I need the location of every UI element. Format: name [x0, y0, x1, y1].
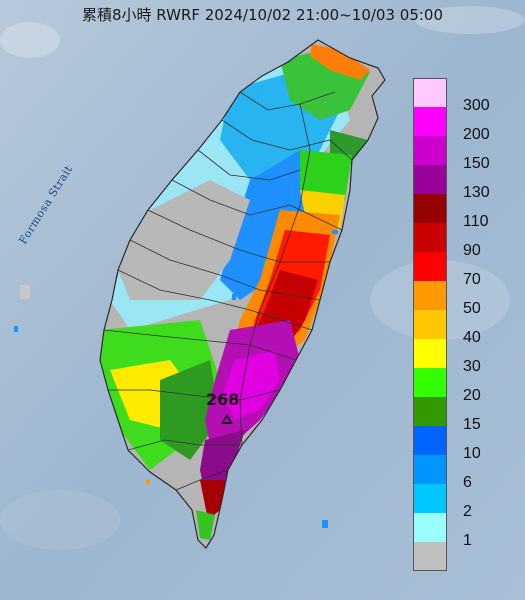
max-rainfall-value: 268 — [206, 390, 240, 409]
legend-row: 50 — [413, 281, 523, 317]
legend-row: 20 — [413, 368, 523, 404]
legend-label: 10 — [463, 445, 481, 462]
legend-swatch — [413, 223, 447, 252]
legend-label: 90 — [463, 242, 481, 259]
legend-label: 300 — [463, 97, 490, 114]
legend-row: 40 — [413, 310, 523, 346]
legend-swatch — [413, 252, 447, 281]
legend-row: 1 — [413, 513, 523, 549]
legend-swatch — [413, 78, 447, 107]
legend-row — [413, 542, 523, 571]
legend-swatch — [413, 368, 447, 397]
legend-swatch — [413, 194, 447, 223]
rainfall-legend: 300 200 150 130 110 90 70 50 40 30 20 15 10 6 2 1 — [413, 78, 523, 571]
legend-swatch — [413, 165, 447, 194]
legend-row: 150 — [413, 136, 523, 172]
legend-label: 15 — [463, 416, 481, 433]
legend-swatch — [413, 426, 447, 455]
legend-swatch — [413, 397, 447, 426]
max-rainfall-marker-icon — [221, 414, 233, 424]
legend-row: 90 — [413, 223, 523, 259]
legend-swatch — [413, 513, 447, 542]
legend-label: 200 — [463, 126, 490, 143]
legend-label: 20 — [463, 387, 481, 404]
legend-swatch — [413, 281, 447, 310]
legend-swatch — [413, 107, 447, 136]
county-boundaries — [103, 91, 353, 491]
legend-label: 130 — [463, 184, 490, 201]
legend-label: 2 — [463, 503, 472, 520]
legend-swatch — [413, 136, 447, 165]
legend-label: 6 — [463, 474, 472, 491]
legend-swatch — [413, 455, 447, 484]
legend-swatch — [413, 484, 447, 513]
legend-row: 300 — [413, 78, 523, 114]
sea-echoes — [14, 230, 338, 528]
legend-swatch — [413, 542, 447, 571]
legend-row: 130 — [413, 165, 523, 201]
map-title: 累積8小時 RWRF 2024/10/02 21:00~10/03 05:00 — [81, 6, 444, 24]
legend-row: 10 — [413, 426, 523, 462]
legend-row: 110 — [413, 194, 523, 230]
legend-row: 30 — [413, 339, 523, 375]
legend-row: 200 — [413, 107, 523, 143]
island-outline — [99, 39, 386, 549]
legend-row: 2 — [413, 484, 523, 520]
legend-label: 150 — [463, 155, 490, 172]
legend-row: 70 — [413, 252, 523, 288]
legend-label: 40 — [463, 329, 481, 346]
legend-label: 110 — [463, 213, 489, 230]
legend-label: 30 — [463, 358, 481, 375]
legend-row: 15 — [413, 397, 523, 433]
legend-label: 70 — [463, 271, 481, 288]
legend-label: 50 — [463, 300, 481, 317]
legend-label: 1 — [463, 532, 472, 549]
legend-swatch — [413, 310, 447, 339]
legend-swatch — [413, 339, 447, 368]
legend-row: 6 — [413, 455, 523, 491]
